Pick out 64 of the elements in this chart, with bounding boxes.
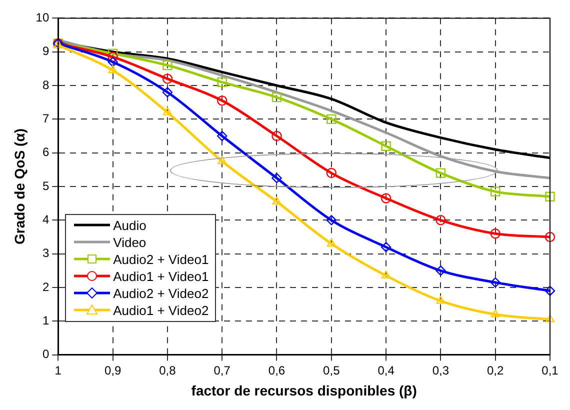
point (436, 168, 446, 178)
point (545, 192, 555, 202)
legend-label: Audio2 + Video2 (113, 284, 209, 302)
point (162, 60, 172, 70)
y-tick-label: 1 (42, 313, 50, 328)
point (490, 309, 500, 318)
point (272, 130, 282, 142)
point (217, 77, 227, 87)
x-tick-label: 1 (54, 363, 62, 378)
point (162, 107, 172, 116)
legend-label: Audio1 + Video2 (113, 302, 209, 319)
legend-label: Video (113, 234, 146, 251)
point (382, 270, 391, 279)
y-tick-label: 5 (42, 178, 50, 193)
x-tick-label: 0,6 (268, 363, 286, 378)
x-tick-label: 0,4 (378, 363, 395, 378)
legend-label: Audio2 + Video1 (113, 250, 209, 268)
y-axis-title: Grado de QoS (α) (11, 128, 28, 244)
point (490, 228, 500, 239)
x-tick-label: 0,5 (323, 363, 340, 378)
x-tick-label: 0,7 (214, 363, 231, 378)
legend-label: Audio (113, 216, 146, 234)
point (162, 87, 173, 98)
point (436, 296, 446, 304)
point (380, 242, 392, 252)
y-tick-label: 9 (42, 44, 50, 58)
point (272, 92, 282, 102)
y-tick-label: 3 (42, 246, 50, 260)
y-tick-label: 6 (42, 145, 50, 160)
point (108, 56, 118, 68)
point (218, 156, 227, 164)
point (381, 141, 391, 151)
x-tick-label: 0,2 (487, 363, 504, 378)
x-tick-label: 0,8 (159, 363, 176, 378)
y-tick-label: 0 (42, 347, 50, 362)
point (544, 232, 556, 242)
x-axis-title: factor de recursos disponibles (β) (191, 382, 417, 398)
x-tick-label: 0,9 (104, 363, 122, 378)
point (217, 130, 228, 142)
point (108, 65, 118, 74)
point (162, 74, 173, 84)
point (490, 277, 500, 288)
x-tick-label: 0,3 (432, 363, 450, 378)
point (217, 96, 228, 106)
point (436, 266, 446, 276)
y-tick-label: 7 (42, 111, 50, 126)
point (546, 314, 554, 322)
point (490, 186, 500, 196)
y-tick-label: 2 (42, 280, 50, 294)
legend-label: Audio1 + Video1 (113, 268, 209, 285)
point (272, 172, 282, 184)
point (326, 168, 336, 178)
point (436, 215, 446, 226)
y-tick-label: 4 (42, 212, 50, 226)
point (326, 215, 336, 226)
point (380, 193, 392, 204)
point (326, 114, 336, 124)
point (108, 52, 118, 62)
y-tick-label: 10 (36, 10, 50, 25)
point (544, 286, 556, 296)
point (272, 196, 282, 204)
y-tick-label: 8 (42, 78, 50, 92)
x-tick-label: 0,1 (542, 363, 559, 378)
point (326, 238, 336, 247)
